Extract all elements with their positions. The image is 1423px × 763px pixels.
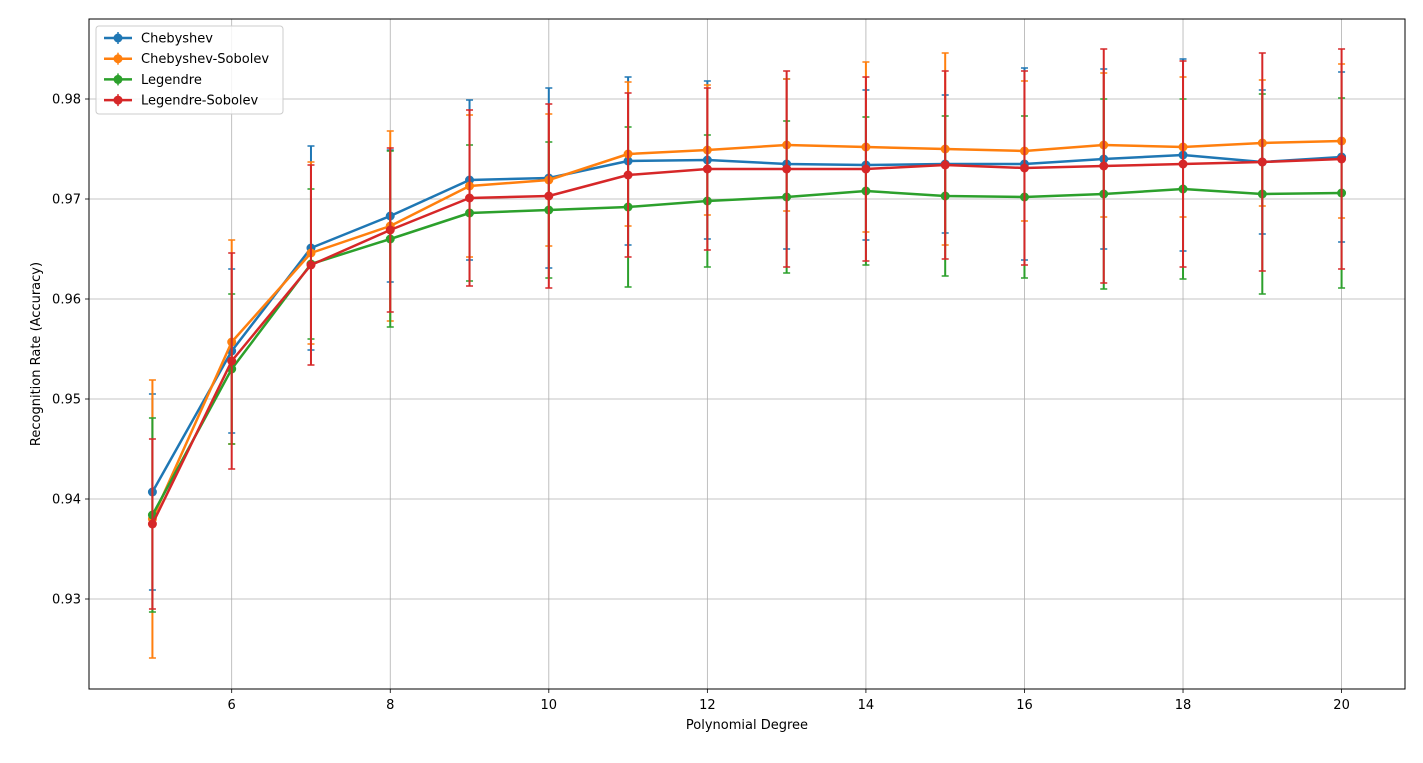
series-layer <box>147 48 1347 659</box>
x-tick-label: 6 <box>228 698 236 713</box>
data-point <box>861 164 871 174</box>
data-point <box>1337 154 1347 164</box>
data-point <box>227 356 237 366</box>
series-legendre <box>147 93 1347 613</box>
legend-marker <box>113 95 123 105</box>
legend-marker <box>113 54 123 64</box>
y-tick-label: 0.94 <box>52 493 81 508</box>
y-axis-label: Recognition Rate (Accuracy) <box>29 262 44 446</box>
series-line <box>151 139 1342 520</box>
x-tick-label: 12 <box>699 698 716 713</box>
grid-lines <box>89 19 1405 689</box>
y-tick-label: 0.95 <box>52 393 81 408</box>
x-tick-label: 16 <box>1016 698 1033 713</box>
legend-label: Chebyshev-Sobolev <box>141 52 269 67</box>
data-point <box>1019 163 1029 173</box>
series-chebyshev <box>147 58 1347 591</box>
data-point <box>544 191 554 201</box>
legend-marker <box>113 33 123 43</box>
legend-label: Legendre-Sobolev <box>141 94 259 109</box>
data-point <box>782 164 792 174</box>
legend-marker <box>113 74 123 84</box>
legend-label: Legendre <box>141 73 202 88</box>
x-axis-label: Polynomial Degree <box>686 718 808 733</box>
x-tick-label: 20 <box>1333 698 1350 713</box>
data-point <box>940 160 950 170</box>
series-line <box>151 153 1342 493</box>
data-point <box>147 519 157 529</box>
series-line <box>151 157 1342 525</box>
series-legendre-sobolev <box>147 48 1347 610</box>
series-line <box>151 187 1342 516</box>
data-point <box>1099 161 1109 171</box>
y-tick-label: 0.98 <box>52 93 81 108</box>
legend-box <box>95 25 284 115</box>
y-tick-label: 0.96 <box>52 293 81 308</box>
data-point <box>385 225 395 235</box>
x-tick-label: 10 <box>541 698 558 713</box>
plot-frame <box>88 18 1406 690</box>
legend-label: Chebyshev <box>141 32 213 47</box>
y-tick-label: 0.97 <box>52 193 81 208</box>
x-tick-label: 14 <box>858 698 875 713</box>
x-tick-label: 8 <box>386 698 394 713</box>
data-point <box>1257 157 1267 167</box>
y-tick-label: 0.93 <box>52 593 81 608</box>
data-point <box>465 193 475 203</box>
x-tick-label: 18 <box>1175 698 1192 713</box>
data-point <box>623 170 633 180</box>
data-point <box>1178 159 1188 169</box>
axis-ticks: 6 8 10 12 14 16 18 20 0.93 0.94 0.95 0.96 0.97 0.98 <box>52 93 1350 714</box>
data-point <box>306 260 316 270</box>
data-point <box>702 164 712 174</box>
legend: Chebyshev Chebyshev-Sobolev Legendre Legend… <box>95 25 284 115</box>
series-chebyshev-sobolev <box>147 52 1347 659</box>
